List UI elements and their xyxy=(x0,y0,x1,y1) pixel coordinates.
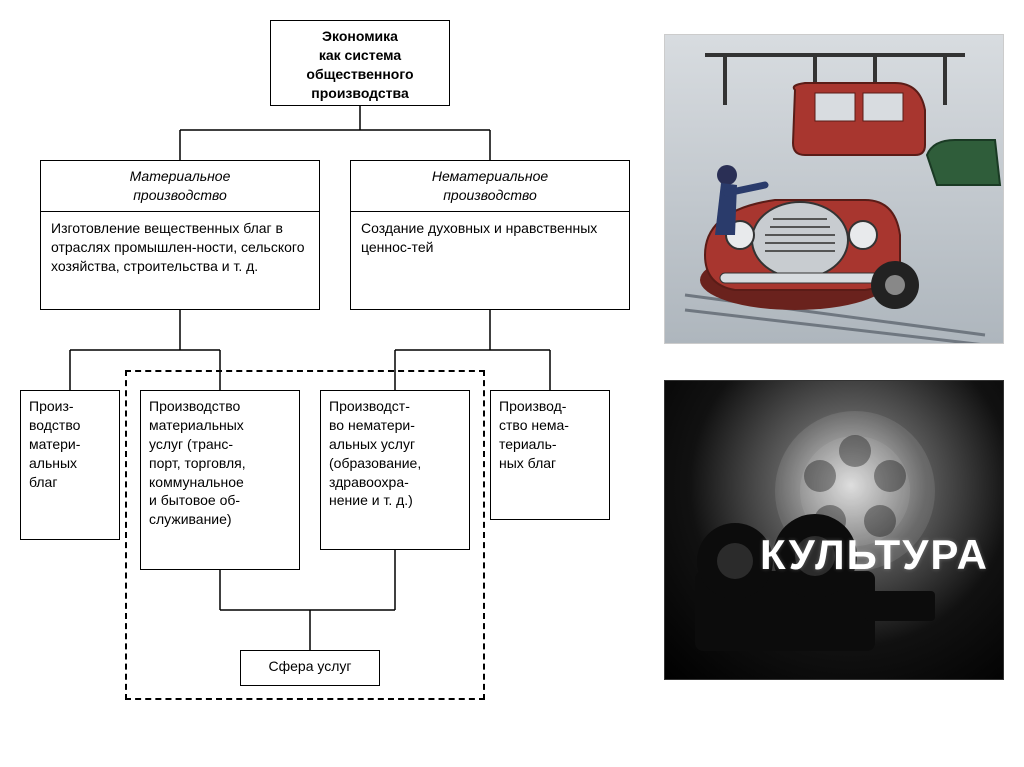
left-branch-header: Материальноепроизводство xyxy=(130,168,231,203)
leaf-1-text: Произ-водствоматери-альныхблаг xyxy=(29,398,80,490)
culture-image: КУЛЬТУРА xyxy=(664,380,1004,680)
diagram-canvas: Экономикакак системаобщественногопроизво… xyxy=(20,20,660,740)
root-title: Экономикакак системаобщественногопроизво… xyxy=(306,28,413,101)
leaf-2: Производствоматериальныхуслуг (транс-пор… xyxy=(140,390,300,570)
side-images: КУЛЬТУРА xyxy=(664,34,1004,680)
leaf-1: Произ-водствоматери-альныхблаг xyxy=(20,390,120,540)
services-box: Сфера услуг xyxy=(240,650,380,686)
factory-illustration xyxy=(664,34,1004,344)
leaf-2-text: Производствоматериальныхуслуг (транс-пор… xyxy=(149,398,246,527)
root-box: Экономикакак системаобщественногопроизво… xyxy=(270,20,450,106)
left-branch-box: Материальноепроизводство Изготовление ве… xyxy=(40,160,320,310)
right-branch-box: Нематериальноепроизводство Создание духо… xyxy=(350,160,630,310)
right-branch-header: Нематериальноепроизводство xyxy=(432,168,548,203)
leaf-4-text: Производ-ство нема-териаль-ных благ xyxy=(499,398,569,471)
left-branch-desc: Изготовление вещественных благ в отрасля… xyxy=(51,220,305,274)
leaf-3: Производст-во нематери-альных услуг(обра… xyxy=(320,390,470,550)
leaf-4: Производ-ство нема-териаль-ных благ xyxy=(490,390,610,520)
right-branch-desc: Создание духовных и нравственных ценнос-… xyxy=(361,220,597,255)
leaf-3-text: Производст-во нематери-альных услуг(обра… xyxy=(329,398,421,508)
culture-label: КУЛЬТУРА xyxy=(760,531,989,579)
services-text: Сфера услуг xyxy=(269,658,352,674)
